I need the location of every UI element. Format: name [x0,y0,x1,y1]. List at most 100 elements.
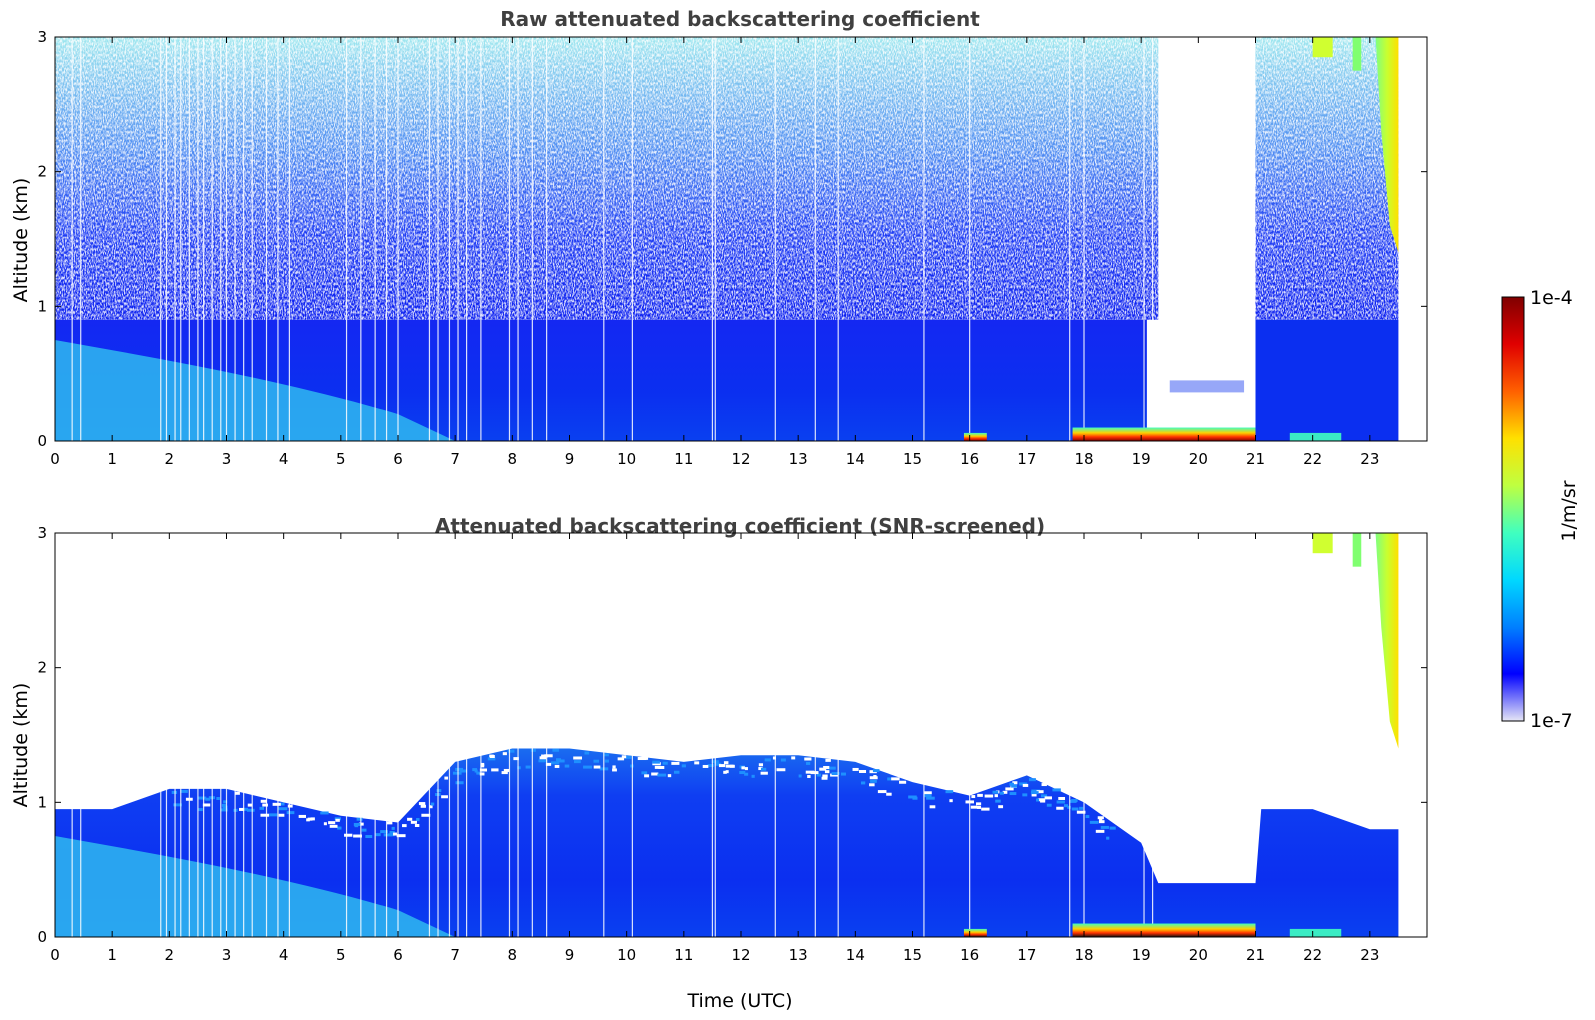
edge-speckle [1099,818,1103,822]
edge-speckle [476,771,481,775]
edge-speckle [260,813,270,817]
edge-speckle [1095,829,1105,833]
heatmap-field [55,533,1399,937]
x-tick-label: 17 [1017,946,1036,964]
edge-speckle [1085,815,1090,819]
edge-speckle [945,790,954,794]
edge-speckle [1005,787,1014,791]
cloud-base [1072,427,1256,441]
edge-speckle [1071,807,1079,811]
edge-speckle [725,764,734,768]
edge-speckle [758,767,763,771]
edge-speckle [396,834,406,838]
plot-area: 0 1 2 3 4 5 6 7 8 9 10 11 12 13 14 15 16 17 18 19 20 21 22 2301… [37,524,1428,964]
edge-speckle [807,775,811,779]
edge-speckle [441,795,448,799]
edge-speckle [971,795,976,799]
edge-speckle [490,754,495,758]
edge-speckle [180,789,188,793]
x-tick-label: 4 [279,450,289,468]
x-tick-label: 2 [165,946,175,964]
x-tick-label: 3 [222,946,232,964]
edge-speckle [810,771,819,775]
edge-speckle [617,757,625,761]
edge-speckle [1022,783,1029,787]
edge-speckle [760,771,768,775]
x-tick-label: 14 [846,946,865,964]
cloud-base [963,432,987,441]
edge-speckle [393,832,398,836]
edge-speckle [994,794,998,798]
edge-speckle [544,754,553,758]
y-tick-label: 0 [37,928,47,946]
x-tick-label: 13 [789,450,808,468]
edge-speckle [260,799,268,803]
edge-speckle [573,756,583,760]
edge-speckle [798,774,802,778]
edge-speckle [806,761,811,765]
signal-gap [1158,37,1256,404]
edge-speckle [242,807,249,811]
edge-speckle [823,765,830,769]
edge-speckle [416,818,420,822]
edge-speckle [459,769,468,773]
heatmap-field [55,37,1399,441]
edge-speckle [681,764,686,768]
edge-speckle [583,765,592,769]
colorbar-unit-label: 1/m/sr [1558,480,1580,541]
raw-backscatter-panel: Raw attenuated backscattering coefficien… [10,7,1428,468]
edge-speckle [644,774,650,778]
edge-speckle [887,777,892,781]
y-axis-label: Altitude (km) [10,683,32,808]
edge-speckle [652,762,661,766]
edge-speckle [612,765,616,769]
edge-speckle [356,817,363,821]
x-tick-label: 8 [508,946,518,964]
edge-speckle [430,802,435,806]
edge-speckle [877,790,884,794]
edge-speckle [1036,790,1044,794]
edge-speckle [1100,825,1109,829]
edge-speckle [444,776,449,780]
edge-speckle [1028,778,1036,782]
edge-speckle [992,790,999,794]
edge-speckle [221,803,226,807]
edge-speckle [278,807,288,811]
x-tick-label: 8 [508,450,518,468]
edge-speckle [205,797,211,801]
edge-speckle [1071,799,1078,803]
edge-speckle [280,802,285,806]
edge-speckle [323,822,327,826]
boundary-layer [1255,319,1399,441]
edge-speckle [286,811,295,815]
y-tick-label: 1 [37,793,47,811]
edge-speckle [1031,793,1037,797]
y-tick-label: 2 [37,659,47,677]
gap-echo [1169,380,1245,393]
edge-speckle [539,756,547,760]
edge-speckle [554,764,560,768]
edge-speckle [1076,810,1086,814]
x-tick-label: 16 [960,450,979,468]
x-tick-label: 15 [903,946,922,964]
edge-speckle [436,789,442,793]
cloud-base [1289,432,1342,441]
x-tick-label: 9 [565,946,575,964]
x-tick-label: 23 [1360,450,1379,468]
edge-speckle [198,808,203,812]
edge-speckle [780,758,786,762]
edge-speckle [984,794,994,798]
edge-speckle [278,813,285,817]
edge-speckle [197,796,207,800]
x-tick-label: 7 [450,450,460,468]
edge-speckle [772,756,776,760]
edge-speckle [671,761,680,765]
edge-speckle [334,817,342,821]
edge-speckle [1002,790,1008,794]
y-tick-label: 3 [37,524,47,542]
edge-speckle [718,764,726,768]
edge-speckle [320,811,329,815]
edge-speckle [804,757,812,761]
edge-speckle [1044,796,1052,800]
edge-speckle [1012,781,1018,785]
